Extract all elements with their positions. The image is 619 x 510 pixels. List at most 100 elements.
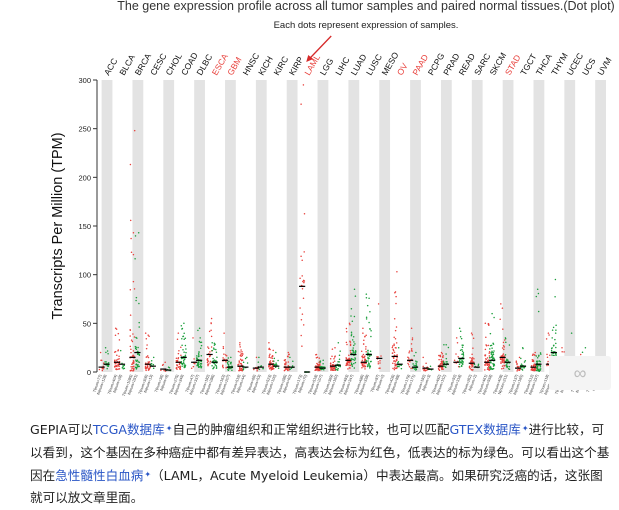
- normal-dot: [104, 361, 106, 363]
- normal-dot: [183, 366, 186, 369]
- tumor-dot: [268, 368, 271, 370]
- category-label: KIRP: [287, 55, 306, 77]
- tumor-dot: [268, 347, 271, 350]
- tumor-dot: [241, 352, 243, 355]
- normal-dot: [138, 326, 140, 328]
- normal-dot: [536, 356, 539, 359]
- tcga-database-link[interactable]: TCGA数据库: [92, 422, 165, 437]
- normal-dot: [473, 363, 476, 366]
- normal-dot: [443, 344, 445, 346]
- tumor-dot: [377, 361, 380, 363]
- tumor-dot: [331, 355, 333, 358]
- tumor-dot: [147, 356, 150, 359]
- tumor-dot: [532, 360, 535, 363]
- category-brca-dots: [129, 129, 141, 372]
- normal-dot: [292, 360, 294, 362]
- normal-dot: [366, 364, 369, 366]
- normal-sample-count: N(num=13): [143, 373, 154, 393]
- tumor-dot: [146, 366, 149, 368]
- category-read-dots: [453, 327, 465, 368]
- tumor-dot: [315, 354, 317, 356]
- category-band: [255, 80, 267, 372]
- tumor-dot: [422, 365, 424, 368]
- normal-dot: [459, 330, 462, 332]
- category-band: [564, 80, 576, 372]
- tumor-dot: [488, 352, 490, 354]
- normal-dot: [350, 357, 353, 360]
- tumor-dot: [393, 343, 395, 345]
- normal-dot: [134, 235, 137, 237]
- normal-dot: [350, 363, 353, 366]
- tumor-dot: [440, 351, 443, 354]
- normal-dot: [555, 354, 557, 357]
- tumor-dot: [500, 361, 502, 363]
- normal-dot: [553, 344, 555, 346]
- tumor-dot: [453, 359, 456, 362]
- tumor-dot: [547, 332, 550, 334]
- tumor-dot: [441, 362, 444, 365]
- tumor-dot: [209, 360, 212, 363]
- tumor-dot: [239, 342, 241, 344]
- normal-dot: [213, 342, 216, 344]
- normal-dot: [535, 295, 538, 298]
- normal-dot: [492, 351, 495, 354]
- normal-dot: [337, 360, 339, 363]
- category-prad-dots: [437, 343, 450, 371]
- normal-dot: [445, 361, 447, 363]
- tumor-dot: [222, 346, 225, 348]
- tumor-dot: [315, 365, 317, 367]
- tumor-sample-count: T(num=47): [185, 373, 195, 393]
- normal-dot: [183, 363, 186, 365]
- category-blca-dots: [113, 327, 126, 371]
- category-band: [317, 80, 329, 372]
- normal-dot: [489, 344, 492, 347]
- tumor-dot: [210, 329, 212, 332]
- tumor-dot: [484, 322, 487, 325]
- tumor-dot: [210, 335, 213, 338]
- link-spark-icon: ✦: [144, 469, 152, 479]
- tumor-dot: [364, 366, 366, 368]
- tumor-dot: [130, 348, 132, 350]
- tumor-dot: [269, 366, 272, 368]
- tumor-dot: [272, 367, 275, 370]
- tumor-dot: [380, 355, 382, 357]
- normal-dot: [365, 297, 368, 299]
- tumor-dot: [160, 369, 162, 372]
- normal-dot: [289, 356, 291, 359]
- tumor-dot: [299, 277, 301, 279]
- tumor-sample-count: T(num=426): [385, 373, 396, 395]
- link-spark-icon: ✦: [165, 424, 173, 433]
- tumor-dot: [132, 350, 135, 352]
- tumor-sample-count: T(num=1085): [122, 373, 134, 397]
- tumor-dot: [179, 365, 182, 367]
- tumor-dot: [503, 358, 505, 360]
- category-chol-dots: [160, 361, 172, 372]
- tumor-sample-count: T(num=173): [292, 373, 303, 395]
- normal-dot: [135, 336, 137, 339]
- tumor-dot: [530, 364, 533, 367]
- normal-dot: [397, 346, 400, 349]
- normal-dot: [105, 361, 107, 363]
- tumor-dot: [488, 364, 491, 366]
- tumor-dot: [223, 332, 225, 334]
- tumor-dot: [101, 367, 104, 370]
- tumor-dot: [349, 344, 352, 347]
- normal-dot: [322, 362, 324, 365]
- normal-dot: [554, 295, 556, 298]
- tumor-dot: [118, 357, 120, 360]
- tumor-dot: [206, 361, 209, 364]
- gtex-database-link[interactable]: GTEX数据库: [449, 422, 521, 437]
- normal-dot: [413, 355, 415, 357]
- normal-dot: [369, 365, 371, 367]
- normal-dot: [352, 336, 355, 338]
- category-band: [440, 80, 452, 372]
- tumor-dot: [345, 341, 348, 344]
- tumor-dot: [503, 348, 505, 351]
- tumor-dot: [332, 361, 335, 364]
- normal-dot: [273, 357, 276, 360]
- normal-dot: [350, 362, 353, 364]
- tumor-dot: [302, 84, 305, 86]
- watermark-icon: ∞: [549, 356, 611, 390]
- aml-link[interactable]: 急性髓性白血病: [55, 467, 144, 483]
- tumor-dot: [207, 347, 210, 349]
